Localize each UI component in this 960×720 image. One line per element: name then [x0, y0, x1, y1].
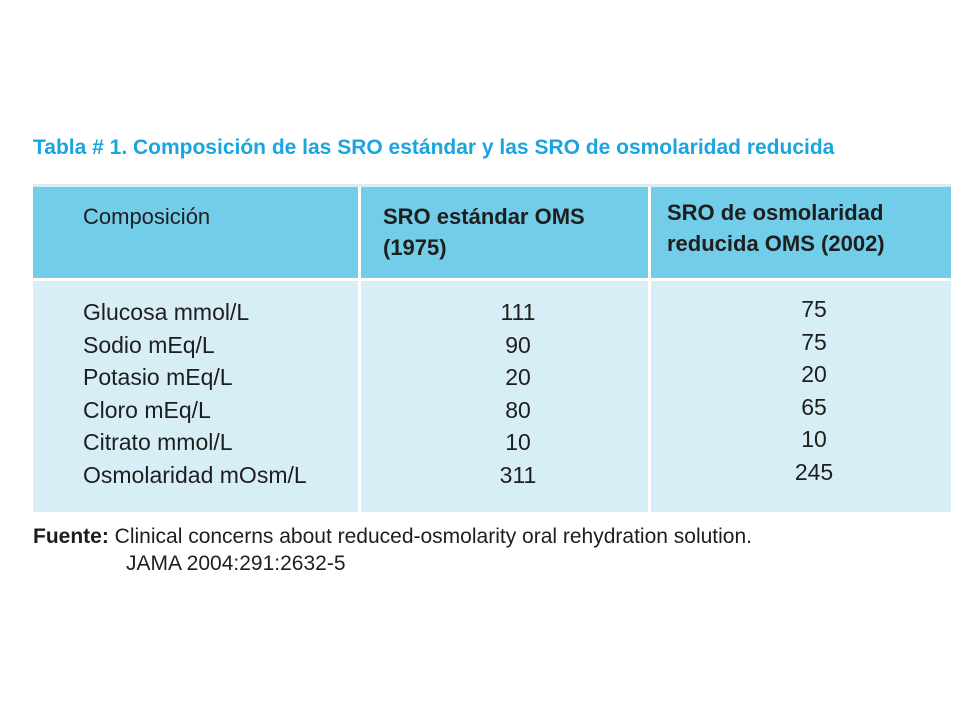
header-reduced-line1: SRO de osmolaridad	[667, 200, 884, 225]
standard-value: 20	[505, 364, 531, 391]
standard-value: 90	[505, 331, 531, 358]
row-label: Osmolaridad mOsm/L	[83, 461, 307, 488]
standard-value: 80	[505, 396, 531, 423]
reduced-value: 245	[794, 458, 834, 485]
row-labels-column: Glucosa mmol/L Sodio mEq/L Potasio mEq/L…	[33, 281, 361, 512]
reduced-values-column: 75 75 20 65 10 245	[651, 281, 951, 512]
row-label: Sodio mEq/L	[83, 331, 215, 358]
source-line1: Clinical concerns about reduced-osmolari…	[114, 525, 752, 548]
header-reduced-line2: reducida OMS (2002)	[667, 231, 885, 256]
row-label: Potasio mEq/L	[83, 364, 233, 391]
standard-value: 111	[500, 299, 536, 325]
reduced-value: 20	[801, 361, 827, 388]
row-label: Glucosa mmol/L	[83, 299, 250, 325]
reduced-value: 75	[801, 296, 827, 322]
table-title: Tabla # 1. Composición de las SRO estánd…	[33, 136, 835, 159]
standard-value: 10	[505, 429, 531, 456]
header-standard-line1: SRO estándar OMS	[383, 204, 585, 229]
header-standard-line2: (1975)	[383, 235, 447, 260]
reduced-value: 75	[801, 328, 827, 355]
standard-values-column: 111 90 20 80 10 311	[361, 281, 651, 512]
header-standard: SRO estándar OMS (1975)	[361, 187, 651, 281]
row-label: Citrato mmol/L	[83, 429, 233, 456]
header-composition: Composición	[33, 187, 361, 281]
row-label: Cloro mEq/L	[83, 396, 211, 423]
composition-table: Composición SRO estándar OMS (1975) SRO …	[33, 184, 951, 515]
standard-value: 311	[499, 461, 537, 488]
header-composition-label: Composición	[83, 204, 211, 229]
reduced-value: 65	[801, 393, 827, 420]
reduced-value: 10	[801, 426, 827, 453]
source-label: Fuente:	[33, 525, 109, 548]
source-line2: JAMA 2004:291:2632-5	[126, 552, 346, 575]
header-reduced: SRO de osmolaridad reducida OMS (2002)	[651, 187, 951, 281]
source-note: Fuente: Clinical concerns about reduced-…	[33, 523, 752, 577]
